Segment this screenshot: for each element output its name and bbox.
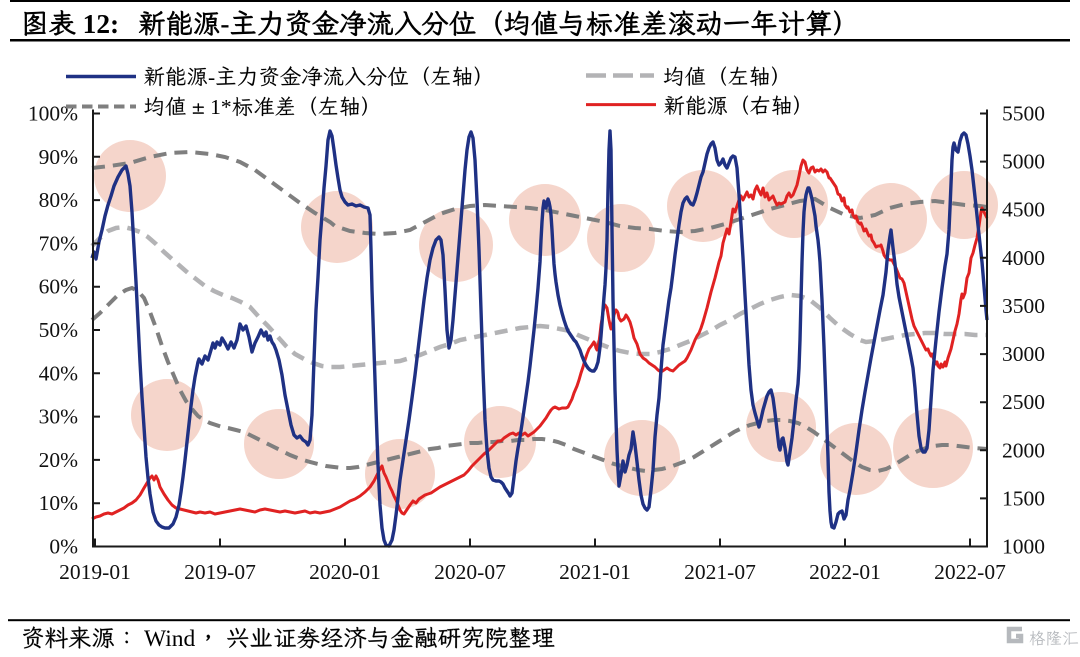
svg-text:2022-01: 2022-01: [809, 560, 881, 584]
svg-text:2022-07: 2022-07: [934, 560, 1006, 584]
svg-text:2019-07: 2019-07: [184, 560, 256, 584]
svg-text:-: -: [208, 65, 215, 89]
svg-text:40%: 40%: [39, 361, 79, 385]
svg-text:20%: 20%: [39, 448, 79, 472]
svg-text:0%: 0%: [49, 535, 78, 559]
svg-text:30%: 30%: [39, 405, 79, 429]
svg-text:Wind: Wind: [139, 626, 196, 652]
svg-text:5000: 5000: [1002, 150, 1045, 174]
svg-text:4500: 4500: [1002, 198, 1045, 222]
svg-text:70%: 70%: [39, 231, 79, 255]
svg-text:80%: 80%: [39, 188, 79, 212]
svg-text:12:: 12:: [76, 9, 140, 39]
svg-text:1000: 1000: [1002, 535, 1045, 559]
svg-text:3500: 3500: [1002, 294, 1045, 318]
svg-text:60%: 60%: [39, 275, 79, 299]
svg-text:4000: 4000: [1002, 246, 1045, 270]
svg-text:2021-01: 2021-01: [559, 560, 631, 584]
svg-text:1*: 1*: [205, 95, 232, 119]
svg-text:2020-07: 2020-07: [434, 560, 506, 584]
svg-text:2000: 2000: [1002, 438, 1045, 462]
svg-text:3000: 3000: [1002, 342, 1045, 366]
svg-text:-: -: [220, 9, 229, 39]
svg-text:1500: 1500: [1002, 486, 1045, 510]
svg-text:5500: 5500: [1002, 102, 1045, 126]
svg-text:10%: 10%: [39, 491, 79, 515]
svg-text:2020-01: 2020-01: [309, 560, 381, 584]
svg-text:2500: 2500: [1002, 390, 1045, 414]
svg-text:2019-01: 2019-01: [59, 560, 131, 584]
svg-text:50%: 50%: [39, 318, 79, 342]
svg-text:90%: 90%: [39, 145, 79, 169]
svg-text:2021-07: 2021-07: [684, 560, 756, 584]
